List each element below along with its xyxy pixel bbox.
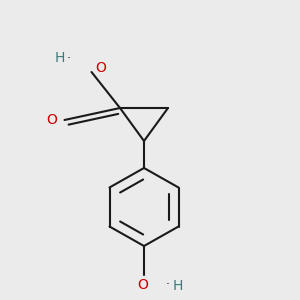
Text: O: O <box>137 278 148 292</box>
Text: ·: · <box>166 278 170 292</box>
Text: ·: · <box>67 52 71 65</box>
Text: O: O <box>95 61 106 75</box>
Text: H: H <box>54 52 64 65</box>
Text: O: O <box>46 113 57 127</box>
Text: H: H <box>172 280 183 293</box>
